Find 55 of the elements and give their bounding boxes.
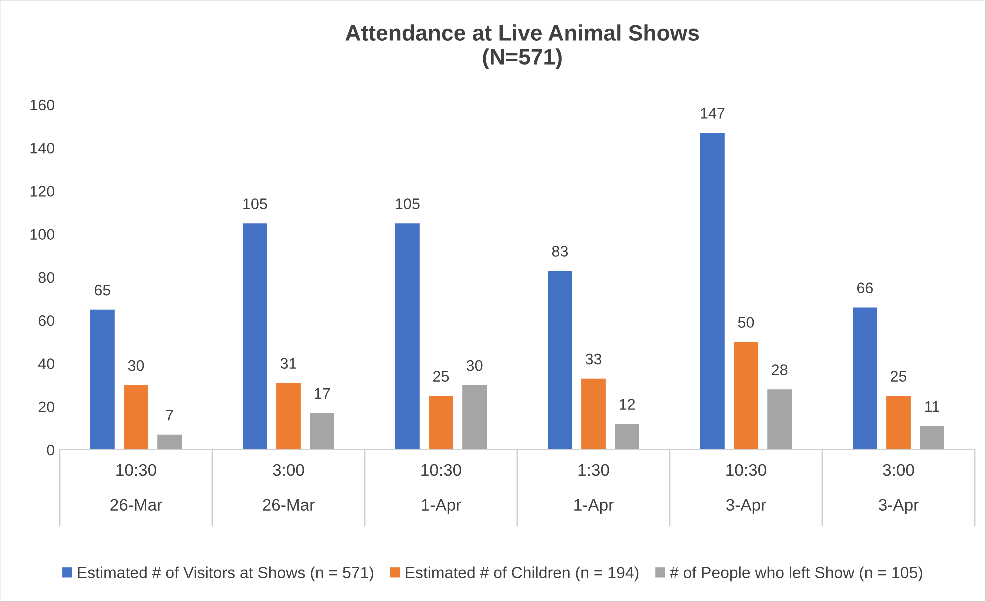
bar <box>853 308 878 450</box>
category-label: 3:00 26-Mar <box>263 464 315 511</box>
bar <box>548 271 572 450</box>
bar <box>158 434 182 450</box>
bar <box>396 224 420 450</box>
category-label: 3:00 3-Apr <box>879 464 919 514</box>
y-tick-label: 160 <box>30 100 55 111</box>
category-label: 10:30 1-Apr <box>422 464 462 514</box>
bar <box>124 385 148 450</box>
category-label: 10:30 26-Mar <box>110 464 162 511</box>
bar <box>462 385 487 450</box>
bar <box>920 426 944 450</box>
legend-label: # of People who left Show (n = 105) <box>670 566 922 582</box>
data-label: 30 <box>466 360 483 372</box>
bar <box>582 378 606 450</box>
data-label: 83 <box>552 246 568 257</box>
bar <box>429 396 454 450</box>
data-label: 28 <box>772 364 788 376</box>
y-tick-label: 60 <box>38 315 55 326</box>
legend-label: Estimated # of Visitors at Shows (n = 571) <box>78 566 374 582</box>
y-tick-label: 0 <box>47 444 55 456</box>
data-label: 30 <box>128 360 144 372</box>
data-label: 12 <box>620 399 636 410</box>
data-label: 66 <box>857 282 874 294</box>
data-label: 147 <box>701 108 725 119</box>
y-tick-label: 140 <box>30 142 55 154</box>
data-label: 50 <box>738 317 754 328</box>
bar <box>700 133 725 450</box>
chart-title: Attendance at Live Animal Shows (N=571) <box>346 24 700 70</box>
bar <box>734 342 758 450</box>
y-tick-label: 40 <box>38 358 55 370</box>
bar <box>276 383 301 450</box>
category-label: 10:30 3-Apr <box>726 464 766 514</box>
y-tick-label: 20 <box>38 402 55 413</box>
bar <box>886 396 911 450</box>
bar <box>243 224 268 450</box>
data-label: 105 <box>396 198 420 210</box>
legend-label: Estimated # of Children (n = 194) <box>406 566 639 582</box>
y-tick-label: 120 <box>30 186 55 197</box>
data-label: 33 <box>586 354 602 365</box>
data-label: 25 <box>434 371 450 382</box>
bar <box>768 390 792 450</box>
data-label: 31 <box>280 358 296 370</box>
y-tick-label: 80 <box>38 272 55 284</box>
data-label: 7 <box>166 410 174 421</box>
data-label: 105 <box>244 198 268 210</box>
y-tick-label: 100 <box>30 229 55 240</box>
data-label: 11 <box>926 401 940 412</box>
data-label: 17 <box>314 388 330 400</box>
category-label: 1:30 1-Apr <box>574 464 614 514</box>
bar <box>615 424 640 450</box>
bar <box>310 413 334 450</box>
data-label: 25 <box>891 371 907 382</box>
bar <box>90 310 115 450</box>
data-label: 65 <box>94 284 111 296</box>
